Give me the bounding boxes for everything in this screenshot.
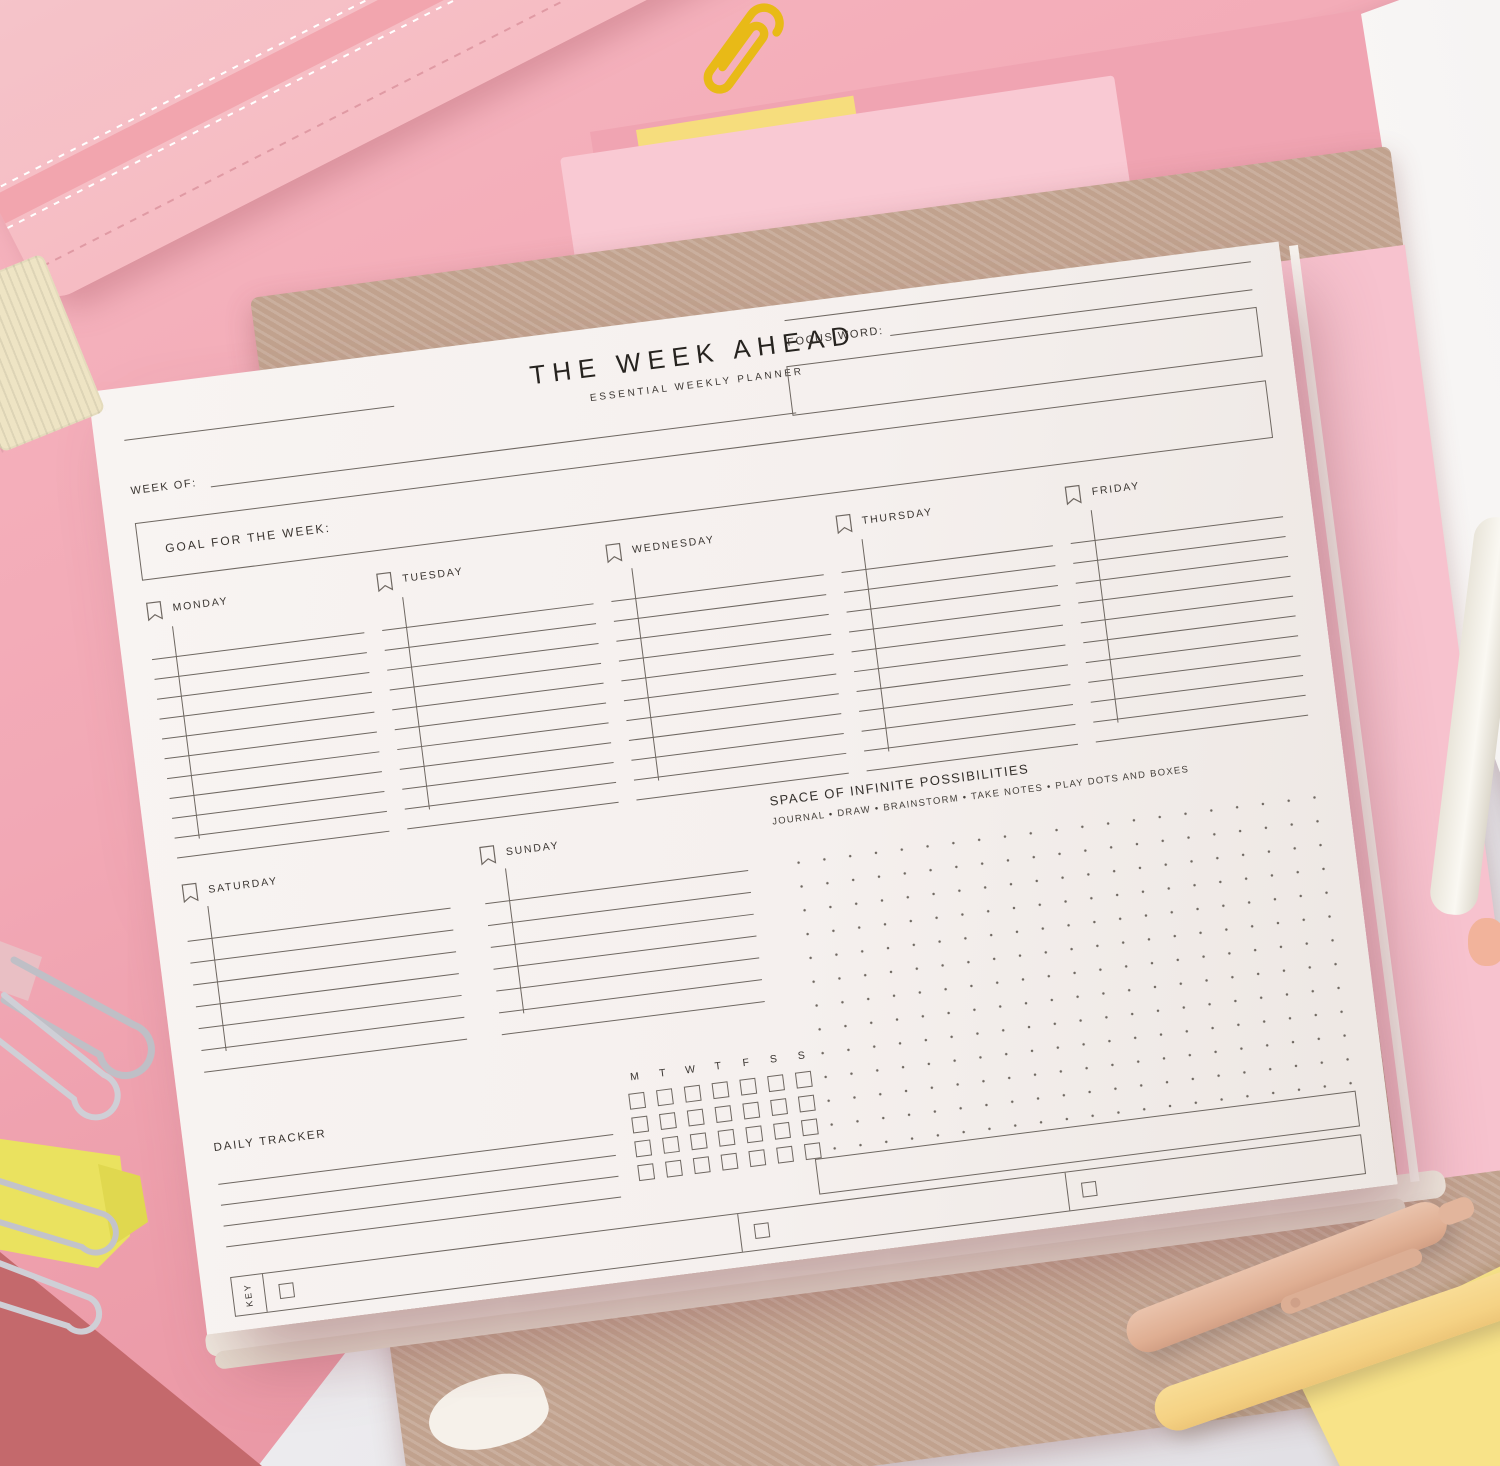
tracker-checkbox	[800, 1118, 819, 1137]
sunday-column: SUNDAY	[478, 810, 765, 1036]
tracker-checkbox	[656, 1088, 674, 1107]
tracker-checkbox	[628, 1091, 647, 1110]
tracker-checkbox	[689, 1132, 708, 1151]
day-writing-lines	[379, 584, 619, 830]
day-header: MONDAY	[144, 572, 359, 625]
tracker-checkbox	[739, 1077, 758, 1096]
tracker-day-letter: S	[797, 1049, 806, 1063]
day-writing-lines	[149, 613, 390, 859]
day-label: SATURDAY	[207, 875, 279, 896]
tracker-checkbox-grid	[628, 1070, 823, 1182]
tracker-checkbox	[803, 1142, 822, 1161]
tracker-checkbox	[717, 1128, 736, 1147]
tracker-day-letter: T	[714, 1060, 722, 1073]
day-writing-lines	[838, 526, 1079, 772]
peach-eraser	[1468, 918, 1500, 966]
day-header: SATURDAY	[180, 847, 446, 906]
tracker-checkbox	[637, 1163, 656, 1182]
tracker-checkbox	[634, 1139, 653, 1158]
tracker-checkbox	[686, 1108, 705, 1127]
saturday-column: SATURDAY	[180, 847, 468, 1073]
tracker-checkbox	[631, 1115, 650, 1134]
day-label: TUESDAY	[401, 565, 465, 586]
bookmark-flag-icon	[374, 570, 393, 593]
tracker-day-letter: S	[769, 1052, 778, 1066]
day-label: MONDAY	[171, 595, 230, 615]
bookmark-flag-icon	[1064, 483, 1083, 506]
yellow-binder-clip-icon	[0, 1138, 148, 1335]
tracker-day-letter: M	[629, 1070, 640, 1084]
weekday-columns: MONDAY TUESDAY WEDNESDAY	[144, 456, 1309, 859]
day-column: WEDNESDAY	[604, 514, 849, 801]
tracker-checkbox	[797, 1094, 816, 1113]
key-checkbox	[278, 1281, 296, 1299]
key-label-box: KEY	[231, 1274, 268, 1316]
tracker-checkbox	[794, 1070, 813, 1089]
planner-page: THE WEEK AHEAD ESSENTIAL WEEKLY PLANNER …	[88, 241, 1398, 1335]
day-writing-lines	[1068, 497, 1309, 743]
day-column: THURSDAY	[834, 485, 1079, 772]
day-header: THURSDAY	[834, 485, 1049, 538]
bookmark-flag-icon	[478, 843, 497, 866]
tracker-checkbox	[711, 1081, 730, 1100]
key-checkbox	[1080, 1180, 1098, 1198]
key-label: KEY	[242, 1282, 256, 1308]
day-label: FRIDAY	[1091, 479, 1141, 498]
bookmark-flag-icon	[604, 541, 623, 564]
day-column: FRIDAY	[1063, 456, 1309, 743]
day-header: FRIDAY	[1063, 456, 1278, 509]
day-header: SUNDAY	[478, 810, 744, 869]
day-header: WEDNESDAY	[604, 514, 819, 567]
day-column: MONDAY	[144, 572, 390, 859]
tracker-day-letter: F	[741, 1056, 750, 1070]
day-writing-lines	[482, 849, 765, 1036]
tracker-checkbox	[714, 1105, 733, 1123]
tracker-checkbox	[742, 1101, 761, 1120]
day-column: SATURDAY	[180, 847, 468, 1073]
tracker-checkbox	[745, 1125, 764, 1144]
tracker-day-letter: W	[684, 1063, 696, 1077]
tracker-day-letter: T	[658, 1067, 667, 1080]
day-column: SUNDAY	[478, 810, 765, 1036]
tracker-checkbox	[767, 1074, 785, 1093]
tracker-checkbox	[662, 1135, 680, 1154]
silver-binder-clip-icon	[0, 941, 155, 1121]
tracker-checkbox	[665, 1159, 683, 1178]
dot-grid-area	[775, 779, 1355, 1153]
week-of-label: WEEK OF:	[130, 477, 198, 498]
tracker-checkbox	[659, 1112, 677, 1131]
bookmark-flag-icon	[180, 881, 199, 904]
day-label: WEDNESDAY	[631, 533, 716, 556]
goal-label: GOAL FOR THE WEEK:	[164, 520, 332, 556]
tracker-checkbox	[692, 1156, 711, 1175]
day-label: SUNDAY	[505, 839, 561, 859]
tracker-checkbox	[720, 1152, 739, 1171]
tracker-checkbox	[683, 1084, 702, 1103]
bookmark-flag-icon	[834, 512, 853, 535]
tracker-checkbox	[770, 1098, 789, 1116]
day-header: TUESDAY	[374, 543, 589, 596]
tracker-checkbox	[773, 1121, 792, 1140]
bookmark-flag-icon	[145, 599, 164, 622]
day-column: TUESDAY	[374, 543, 619, 830]
day-label: THURSDAY	[861, 506, 934, 527]
gold-paper-clip-icon	[703, 3, 784, 94]
tracker-checkbox	[776, 1145, 795, 1164]
tracker-checkbox	[748, 1149, 767, 1168]
header-short-line	[124, 405, 395, 441]
daily-tracker-label: DAILY TRACKER	[213, 1128, 328, 1155]
key-checkbox	[753, 1221, 771, 1239]
day-writing-lines	[609, 555, 849, 801]
